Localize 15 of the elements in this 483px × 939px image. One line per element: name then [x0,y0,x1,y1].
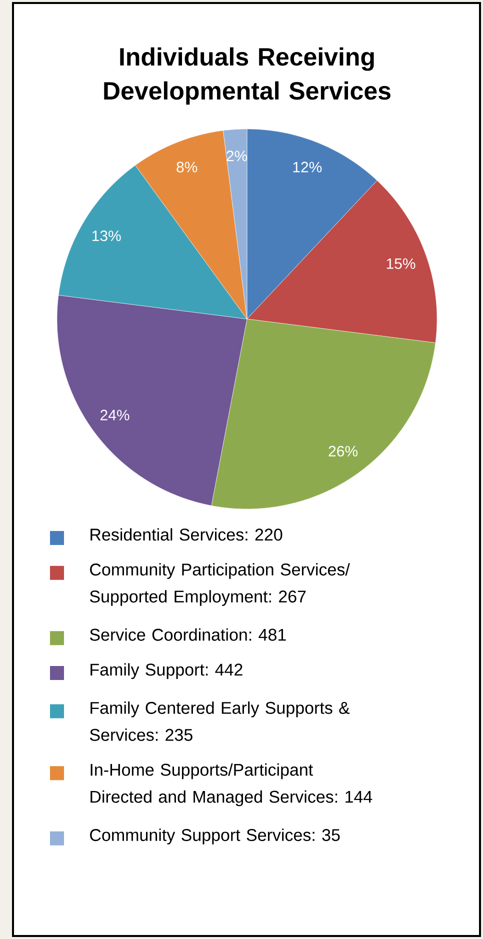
legend-label: Family Support: 442 [90,663,242,680]
legend-label: Residential Services: 220 [90,528,282,541]
data-label: 26% [328,446,358,456]
data-label: 13% [92,230,121,242]
legend-label: Service Coordination: 481 [90,628,286,641]
legend-label: Community Support Services: 35 [90,828,340,844]
legend-label: Family Centered Early Supports & Services: 235 [90,701,350,741]
data-label: 15% [386,258,416,269]
data-label: 8% [176,162,198,172]
data-label: 12% [293,162,322,172]
legend-label: In-Home Supports/Participant Directed and Managed Services: 144 [90,763,372,806]
legend-label: Community Participation Services/ Supported Employment: 267 [90,563,350,606]
data-label: 2% [226,150,248,162]
data-label: 24% [100,410,130,420]
chart-title: Individuals Receiving Developmental Services [104,47,390,105]
